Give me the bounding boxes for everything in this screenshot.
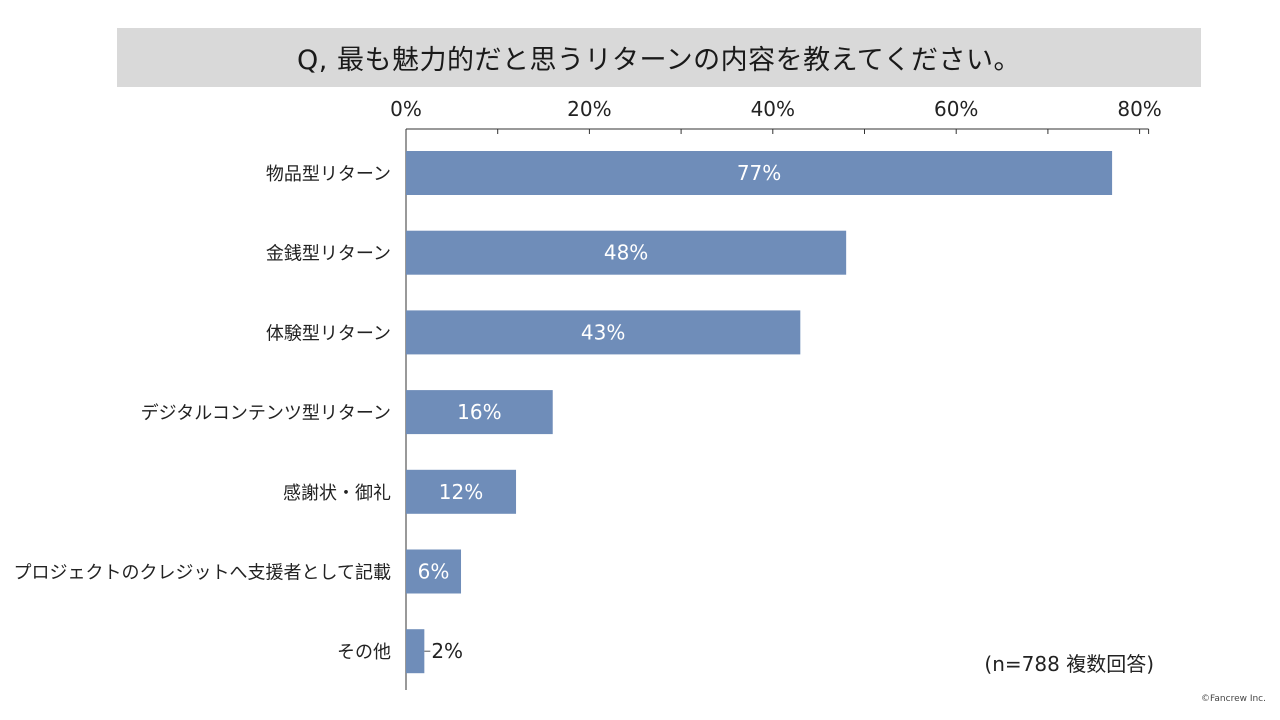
data-label: 16% xyxy=(457,400,501,424)
bar xyxy=(406,230,847,275)
x-tick-label: 0% xyxy=(390,97,422,121)
category-label: その他 xyxy=(337,642,391,663)
x-tick-label: 60% xyxy=(934,97,978,121)
title-bar: Q, 最も魅力的だと思うリターンの内容を教えてください。 xyxy=(117,28,1201,87)
data-label: 6% xyxy=(418,560,450,584)
data-label: 43% xyxy=(581,320,625,344)
bar xyxy=(406,629,425,674)
data-label: 2% xyxy=(431,639,463,663)
bar xyxy=(406,469,517,514)
chart-title: Q, 最も魅力的だと思うリターンの内容を教えてください。 xyxy=(297,45,1021,76)
x-tick-label: 80% xyxy=(1117,97,1161,121)
x-tick-label: 20% xyxy=(567,97,611,121)
bar xyxy=(406,390,553,435)
x-tick-label: 40% xyxy=(751,97,795,121)
data-label: 48% xyxy=(604,241,648,265)
data-label: 77% xyxy=(737,161,781,185)
bar xyxy=(406,310,801,355)
category-label: 金銭型リターン xyxy=(266,244,391,265)
sample-note: (n=788 複数回答) xyxy=(984,652,1154,676)
bar xyxy=(406,151,1113,195)
category-label: 感謝状・御礼 xyxy=(283,483,391,504)
copyright: ©Fancrew Inc. xyxy=(1201,694,1266,704)
category-label: デジタルコンテンツ型リターン xyxy=(141,403,391,424)
data-label: 12% xyxy=(439,480,483,504)
category-label: 体験型リターン xyxy=(266,323,391,344)
category-label: プロジェクトのクレジットへ支援者として記載 xyxy=(14,563,391,584)
category-label: 物品型リターン xyxy=(266,164,391,185)
bar xyxy=(406,549,462,594)
